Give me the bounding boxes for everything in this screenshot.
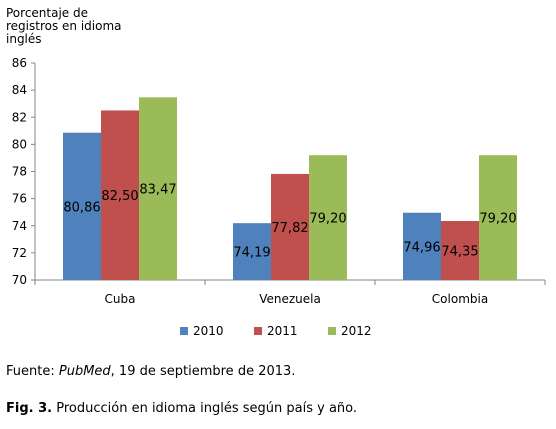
bar-2010-colombia bbox=[403, 212, 441, 280]
y-tick-label: 80 bbox=[12, 137, 27, 151]
bar-2012-cuba bbox=[139, 97, 177, 280]
axes: 70 72 74 76 78 80 82 84 86 Cuba Venezuela Colombia bbox=[12, 56, 546, 306]
legend: 2010 2011 2012 bbox=[180, 324, 372, 338]
data-label: 74,19 bbox=[233, 246, 270, 261]
legend-label: 2012 bbox=[341, 324, 372, 338]
data-label: 80,86 bbox=[63, 200, 100, 215]
y-tick-label: 70 bbox=[12, 273, 27, 287]
data-label: 79,20 bbox=[309, 212, 346, 227]
legend-label: 2011 bbox=[267, 324, 298, 338]
data-label: 83,47 bbox=[139, 183, 176, 198]
x-tick-label: Venezuela bbox=[259, 292, 321, 306]
y-tick-label: 82 bbox=[12, 110, 27, 124]
bar-2012-venezuela bbox=[309, 155, 347, 280]
bar-2011-colombia bbox=[441, 221, 479, 280]
x-tick-label: Colombia bbox=[432, 292, 488, 306]
legend-swatch-2012 bbox=[328, 327, 336, 335]
bar-2010-venezuela bbox=[233, 223, 271, 280]
bar-2011-cuba bbox=[101, 110, 139, 280]
data-label: 79,20 bbox=[479, 212, 516, 227]
bar-2012-colombia bbox=[479, 155, 517, 280]
source-prefix: Fuente: bbox=[6, 364, 59, 379]
bar-2011-venezuela bbox=[271, 173, 309, 280]
data-label: 77,82 bbox=[271, 221, 308, 236]
x-tick-label: Cuba bbox=[105, 292, 136, 306]
source-suffix: , 19 de septiembre de 2013. bbox=[110, 364, 296, 379]
y-tick-label: 72 bbox=[12, 246, 27, 260]
y-axis-label: Porcentaje de registros en idioma inglés bbox=[6, 6, 122, 46]
y-tick-label: 86 bbox=[12, 56, 27, 70]
y-tick-label: 74 bbox=[12, 219, 27, 233]
data-label: 82,50 bbox=[101, 189, 138, 204]
figure-caption-label: Fig. 3. bbox=[6, 401, 53, 416]
data-label: 74,96 bbox=[403, 240, 440, 255]
y-tick-label: 84 bbox=[12, 83, 27, 97]
source-note: Fuente: PubMed, 19 de septiembre de 2013… bbox=[6, 364, 295, 379]
bars bbox=[63, 97, 517, 280]
y-tick-label: 78 bbox=[12, 165, 27, 179]
legend-label: 2010 bbox=[193, 324, 224, 338]
y-tick-label: 76 bbox=[12, 192, 27, 206]
data-label: 74,35 bbox=[441, 245, 478, 260]
bar-2010-cuba bbox=[63, 132, 101, 280]
figure-caption: Fig. 3. Producción en idioma inglés segú… bbox=[6, 401, 357, 416]
legend-swatch-2010 bbox=[180, 327, 188, 335]
figure-caption-text: Producción en idioma inglés según país y… bbox=[52, 401, 358, 416]
source-journal: PubMed bbox=[58, 364, 111, 379]
legend-swatch-2011 bbox=[254, 327, 262, 335]
